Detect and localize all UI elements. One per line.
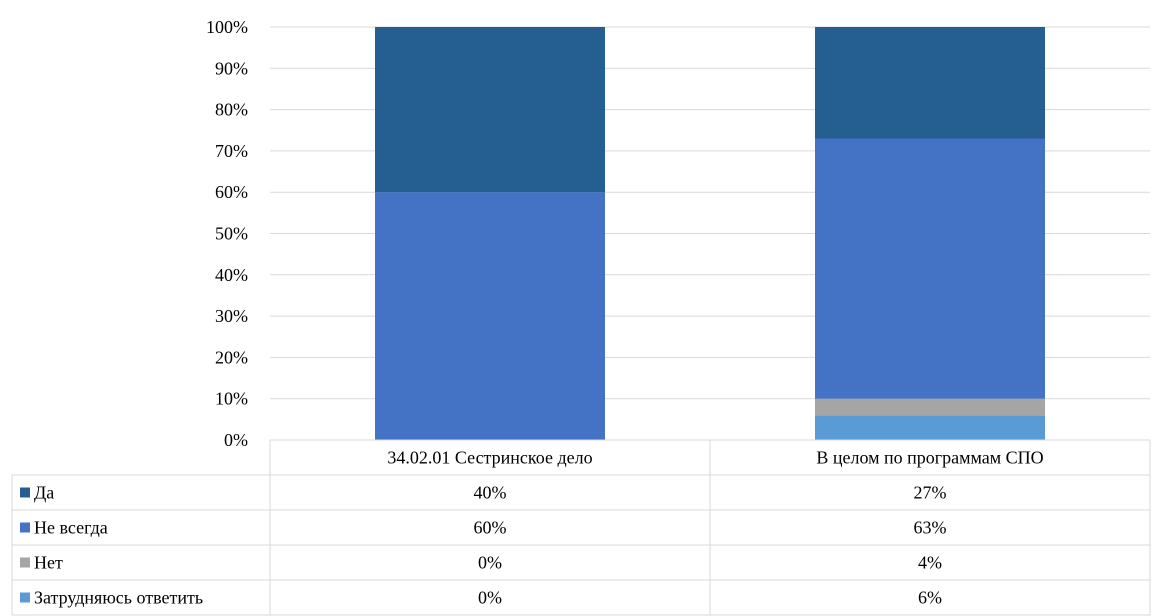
data-label: 27% bbox=[914, 483, 947, 503]
y-tick-label: 30% bbox=[215, 306, 248, 326]
y-tick-label: 50% bbox=[215, 224, 248, 244]
series-name: Затрудняюсь ответить bbox=[34, 588, 203, 608]
y-axis: 0% 10% 20% 30% 40% 50% 60% 70% 80% 90% 100% bbox=[206, 17, 248, 450]
bar-segment bbox=[815, 398, 1045, 416]
y-tick-label: 70% bbox=[215, 141, 248, 161]
data-label: 4% bbox=[918, 553, 942, 573]
legend-key bbox=[20, 487, 30, 498]
data-label: 40% bbox=[474, 483, 507, 503]
data-label: 0% bbox=[478, 588, 502, 608]
data-label: 0% bbox=[478, 553, 502, 573]
y-tick-label: 40% bbox=[215, 265, 248, 285]
bar-segment bbox=[815, 415, 1045, 440]
bar-segment bbox=[375, 192, 605, 440]
y-tick-label: 10% bbox=[215, 389, 248, 409]
bar-segment bbox=[815, 27, 1045, 139]
data-label: 60% bbox=[474, 518, 507, 538]
category-label: В целом по программам СПО bbox=[816, 448, 1043, 468]
bars bbox=[375, 27, 1045, 440]
bar-segment bbox=[375, 27, 605, 193]
series-name: Нет bbox=[34, 553, 63, 573]
y-tick-label: 20% bbox=[215, 347, 248, 367]
legend-key bbox=[20, 592, 30, 603]
y-tick-label: 100% bbox=[206, 17, 248, 37]
data-label: 63% bbox=[914, 518, 947, 538]
data-table: 34.02.01 Сестринское дело В целом по прог… bbox=[11, 439, 1151, 616]
series-name: Да bbox=[34, 483, 54, 503]
y-tick-label: 80% bbox=[215, 100, 248, 120]
data-label: 6% bbox=[918, 588, 942, 608]
y-tick-label: 0% bbox=[224, 430, 248, 450]
y-tick-label: 90% bbox=[215, 58, 248, 78]
legend-key bbox=[20, 557, 30, 568]
y-tick-label: 60% bbox=[215, 182, 248, 202]
category-label: 34.02.01 Сестринское дело bbox=[387, 448, 592, 468]
legend-key bbox=[20, 522, 30, 533]
series-name: Не всегда bbox=[34, 518, 108, 538]
bar-segment bbox=[815, 138, 1045, 399]
